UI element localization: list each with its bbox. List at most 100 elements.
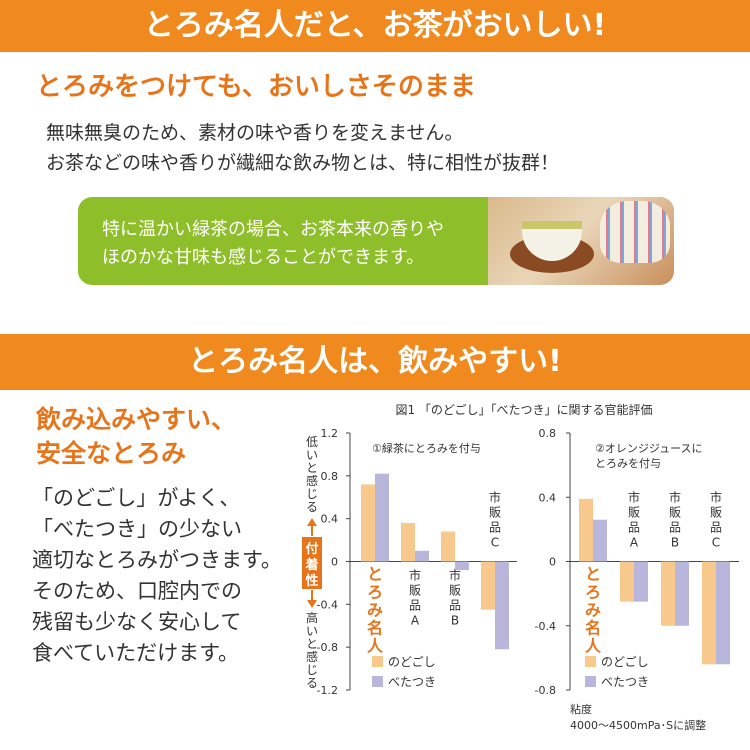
y-axis-label-mid: 付: [305, 541, 318, 557]
swallow-line-4: そのため、口腔内での: [32, 579, 242, 603]
category-label-own: 名: [367, 619, 383, 638]
chart-title: 図1 「のどごし」「べたつき」に関する官能評価: [395, 402, 652, 417]
legend-label: べたつき: [601, 675, 649, 689]
category-label: 品: [669, 521, 681, 535]
bar-nodogoshi: [401, 522, 415, 562]
y-tick-label: -0.4: [535, 620, 556, 633]
category-label: 品: [409, 599, 421, 613]
category-label: 販: [489, 506, 501, 520]
bar-nodogoshi: [481, 561, 495, 610]
legend-label: のどごし: [601, 654, 649, 669]
y-axis-label-bottom: じ: [306, 663, 318, 677]
y-axis-label-top: い: [306, 448, 318, 462]
y-axis-label-top: る: [306, 500, 318, 514]
green-tea-photo: [488, 197, 674, 285]
category-label: 販: [449, 584, 461, 598]
green-tea-callout: 特に温かい緑茶の場合、お茶本来の香りや ほのかな甘味も感じることができます。: [78, 197, 674, 285]
category-label: A: [411, 614, 420, 628]
swallow-line-2: 「べたつき」の少ない: [32, 517, 242, 541]
bar-betatsuki: [716, 561, 730, 665]
y-axis-label-bottom: 感: [306, 649, 318, 664]
category-label-own: 名: [585, 619, 601, 638]
category-label: 市: [409, 568, 421, 583]
bar-nodogoshi: [620, 561, 634, 602]
down-arrow-head: [307, 600, 317, 608]
legend-label: のどごし: [388, 654, 436, 669]
y-axis-label-top: じ: [306, 487, 318, 501]
bar-nodogoshi: [441, 531, 455, 562]
category-label: 販: [628, 506, 640, 520]
category-label: C: [712, 536, 720, 550]
y-axis-label-bottom: と: [306, 637, 318, 651]
y-axis-label-bottom: 高: [306, 610, 318, 625]
viscosity-note-1: 粘度: [570, 702, 592, 716]
taste-line-1: 無味無臭のため、素材の味や香りを変えません。: [46, 122, 464, 144]
category-label: 販: [710, 506, 722, 520]
taste-subhead: とろみをつけても、おいしさそのまま: [36, 72, 476, 102]
bar-betatsuki: [593, 519, 607, 562]
legend-swatch: [372, 656, 383, 667]
bar-betatsuki: [634, 561, 648, 602]
legend-swatch: [372, 676, 383, 687]
category-label: 販: [409, 584, 421, 598]
category-label-own: ろ: [585, 583, 601, 602]
y-tick-label: 0.4: [321, 513, 339, 526]
category-label-own: 人: [367, 637, 384, 656]
callout-line-2: ほのかな甘味も感じることができます。: [102, 247, 425, 268]
bar-betatsuki: [675, 561, 689, 626]
y-axis-label-box: [302, 537, 322, 589]
swallow-headline-1: 飲み込みやすい、: [36, 405, 237, 434]
swallow-line-3: 適切なとろみがつきます。: [32, 548, 282, 572]
category-label: 市: [489, 490, 501, 505]
category-label: C: [491, 536, 499, 550]
y-tick-label: 1.2: [321, 427, 339, 440]
y-axis-label-mid: 性: [305, 573, 318, 589]
y-axis-label-bottom: い: [306, 624, 318, 638]
bar-nodogoshi: [579, 498, 593, 562]
y-tick-label: 0: [331, 556, 338, 569]
y-tick-label: -0.8: [317, 641, 338, 654]
y-axis-label-top: 低: [306, 435, 318, 449]
swallow-line-6: 食べていただけます。: [32, 641, 240, 665]
y-tick-label: 0.8: [539, 427, 557, 440]
y-tick-label: 0.8: [321, 470, 339, 483]
legend-swatch: [585, 676, 596, 687]
category-label: 市: [628, 490, 640, 505]
y-tick-label: -0.4: [317, 598, 338, 611]
category-label: 販: [669, 506, 681, 520]
y-axis-label-mid: 着: [304, 557, 318, 573]
bar-betatsuki: [375, 473, 389, 562]
banner-taste: とろみ名人だと、お茶がおいしい!: [0, 0, 750, 52]
bar-betatsuki: [415, 550, 429, 562]
y-axis-label-bottom: る: [306, 676, 318, 690]
callout-line-1: 特に温かい緑茶の場合、お茶本来の香りや: [102, 219, 444, 240]
category-label-own: み: [585, 601, 601, 620]
bar-nodogoshi: [361, 484, 375, 562]
category-label-own: と: [367, 565, 383, 584]
panel-subtitle: とろみを付与: [595, 457, 661, 470]
category-label-own: と: [585, 565, 601, 584]
panel-subtitle: ①緑茶にとろみを付与: [372, 441, 481, 455]
category-label: 品: [628, 521, 640, 535]
y-tick-label: -0.8: [535, 684, 556, 697]
banner-easy-swallow: とろみ名人は、飲みやすい!: [0, 334, 750, 390]
category-label-own: み: [367, 601, 383, 620]
y-axis-label-top: と: [306, 461, 318, 475]
category-label: 市: [710, 490, 722, 505]
swallow-line-5: 残留も少なく安心して: [32, 610, 242, 634]
category-label: 品: [710, 521, 722, 535]
bar-betatsuki: [455, 561, 469, 571]
category-label-own: ろ: [367, 583, 383, 602]
viscosity-note-2: 4000〜4500mPa･Sに調整: [570, 718, 706, 732]
swallow-headline-2: 安全なとろみ: [36, 439, 187, 468]
category-label: A: [630, 536, 639, 550]
legend-label: べたつき: [388, 675, 436, 689]
panel-subtitle: ②オレンジジュースに: [595, 442, 703, 455]
category-label: 品: [449, 599, 461, 613]
y-tick-label: 0: [549, 556, 556, 569]
category-label: 品: [489, 521, 501, 535]
bar-nodogoshi: [661, 561, 675, 626]
swallow-line-1: 「のどごし」がよく、: [32, 486, 241, 510]
bar-nodogoshi: [702, 561, 716, 665]
category-label-own: 人: [585, 637, 602, 656]
